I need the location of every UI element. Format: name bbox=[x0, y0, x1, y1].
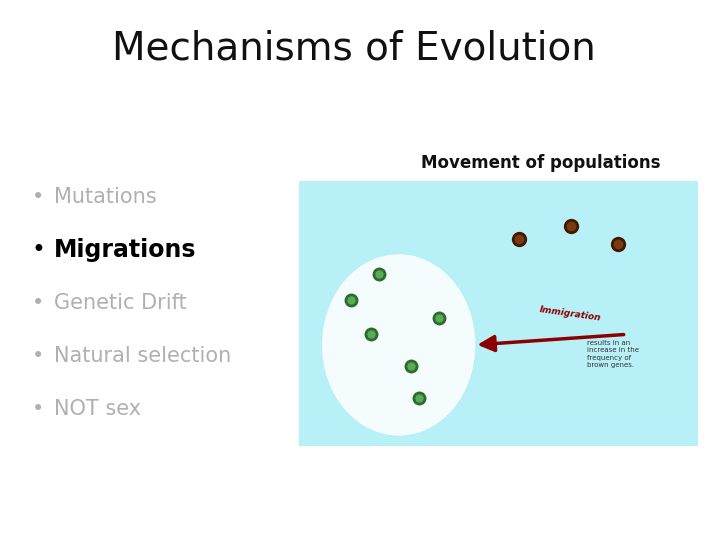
FancyBboxPatch shape bbox=[299, 181, 698, 446]
Text: results in an
increase in the
frequency of
brown genes.: results in an increase in the frequency … bbox=[587, 340, 639, 368]
Text: Migrations: Migrations bbox=[54, 238, 197, 262]
Text: •: • bbox=[32, 399, 45, 419]
Text: •: • bbox=[32, 293, 45, 313]
Text: Natural selection: Natural selection bbox=[54, 346, 231, 366]
Ellipse shape bbox=[323, 255, 474, 435]
Text: •: • bbox=[32, 187, 45, 207]
Text: Movement of populations: Movement of populations bbox=[421, 154, 661, 172]
Text: Mechanisms of Evolution: Mechanisms of Evolution bbox=[112, 30, 595, 68]
Text: Genetic Drift: Genetic Drift bbox=[54, 293, 186, 313]
Text: NOT sex: NOT sex bbox=[54, 399, 141, 419]
Text: •: • bbox=[31, 238, 45, 262]
Text: •: • bbox=[32, 346, 45, 366]
Text: Mutations: Mutations bbox=[54, 187, 157, 207]
Text: Immigration: Immigration bbox=[539, 306, 601, 323]
